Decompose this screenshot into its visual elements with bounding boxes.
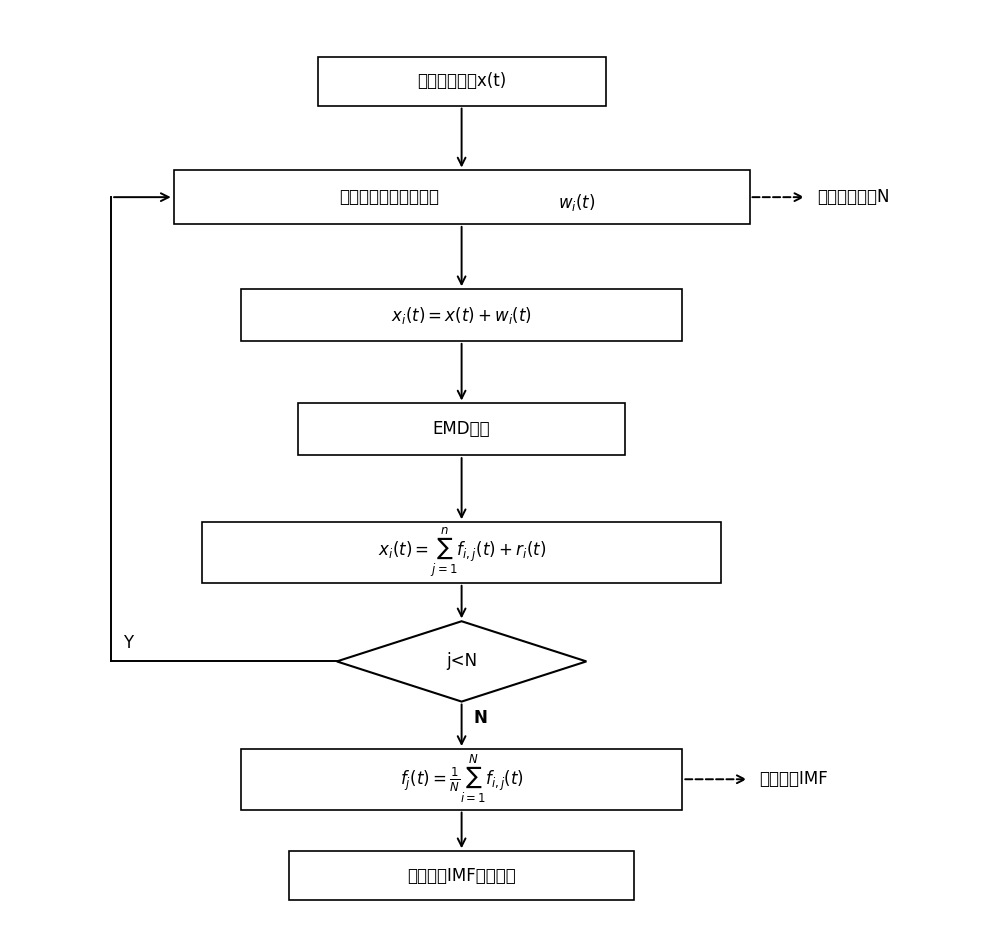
Text: j<N: j<N [446,653,477,671]
Text: $f_{j}(t) = \frac{1}{N}\sum_{i=1}^{N} f_{i,j}(t)$: $f_{j}(t) = \frac{1}{N}\sum_{i=1}^{N} f_… [400,753,524,805]
Text: 总体平均IMF: 总体平均IMF [759,770,828,789]
Polygon shape [337,621,586,701]
Text: Y: Y [123,634,133,653]
FancyBboxPatch shape [174,170,750,224]
FancyBboxPatch shape [289,851,634,900]
Text: 总体评价次数N: 总体评价次数N [817,188,889,206]
Text: $w_{i}(t)$: $w_{i}(t)$ [558,192,596,213]
FancyBboxPatch shape [202,522,721,583]
FancyBboxPatch shape [318,57,606,106]
Text: $x_{i}(t) = \sum_{j=1}^{n} f_{i,j}(t) + r_{i}(t)$: $x_{i}(t) = \sum_{j=1}^{n} f_{i,j}(t) + … [378,525,546,579]
FancyBboxPatch shape [241,749,682,810]
Text: 船舰噪声信号x(t): 船舰噪声信号x(t) [417,73,506,90]
Text: 加入不同的白噪声序列: 加入不同的白噪声序列 [340,188,440,206]
FancyBboxPatch shape [298,404,625,455]
Text: EMD分解: EMD分解 [433,420,490,438]
Text: 计算每个IMF的能量熵: 计算每个IMF的能量熵 [407,867,516,884]
Text: N: N [473,709,487,726]
Text: $x_{i}(t) = x(t) + w_{i}(t)$: $x_{i}(t) = x(t) + w_{i}(t)$ [391,304,532,326]
FancyBboxPatch shape [241,289,682,341]
